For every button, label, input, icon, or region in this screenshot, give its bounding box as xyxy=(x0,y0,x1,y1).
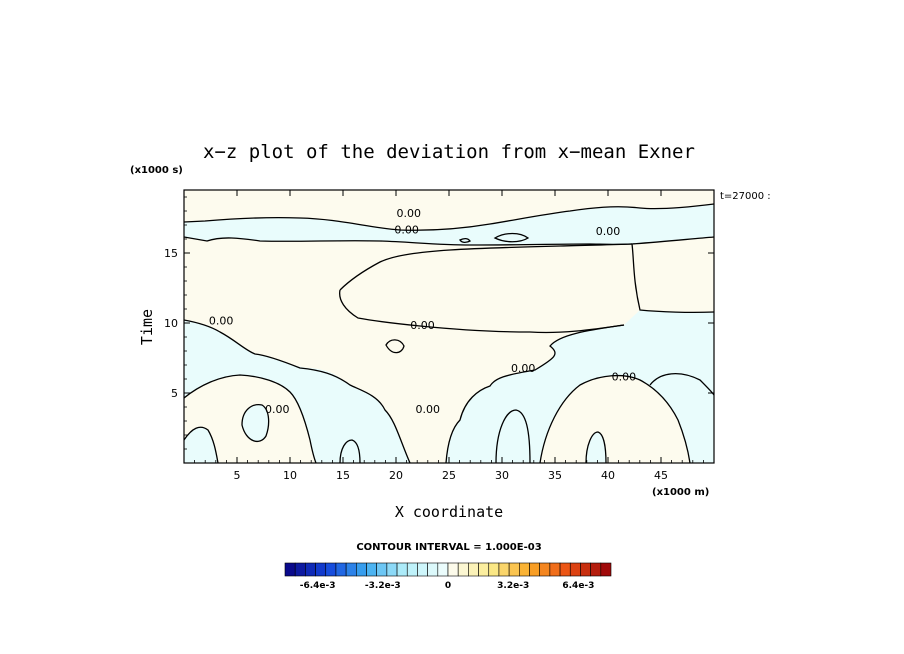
contour-line-pocket-lowleft xyxy=(184,426,219,463)
time-label: t=27000 : xyxy=(720,191,771,202)
y-axis-ticks: 5 10 15 xyxy=(164,196,714,450)
contour-label: 0.00 xyxy=(511,362,536,375)
colorbar-cell xyxy=(569,562,581,577)
colorbar-cell xyxy=(366,562,377,577)
colorbar-cell xyxy=(508,562,520,577)
colorbar-cell xyxy=(335,562,347,577)
contour-label: 0.00 xyxy=(265,403,290,416)
contour-line-pocket-mid xyxy=(495,409,531,463)
colorbar-tick-label: 6.4e-3 xyxy=(562,581,594,591)
x-tick-label: 35 xyxy=(548,469,562,482)
contour-line-right-edge xyxy=(649,373,714,396)
y-axis-label: Time xyxy=(138,309,156,345)
colorbar-cell xyxy=(305,562,316,577)
contour-line-center-lower xyxy=(445,324,625,463)
contour-label-group: 0.00 0.00 0.00 0.00 0.00 0.00 0.00 0.00 0.00 xyxy=(209,207,637,416)
colorbar-cell xyxy=(488,562,500,577)
colorbar-cell xyxy=(447,562,459,577)
colorbar-tick-label: 3.2e-3 xyxy=(497,581,529,591)
contour-label: 0.00 xyxy=(416,403,441,416)
colorbar-cell xyxy=(325,562,337,577)
contour-label: 0.00 xyxy=(209,315,234,328)
colorbar-cell xyxy=(498,562,510,577)
contour-label: 0.00 xyxy=(612,371,637,384)
colorbar-cell xyxy=(468,562,479,577)
colorbar-cell xyxy=(345,562,357,577)
x-axis-label: X coordinate xyxy=(395,503,503,521)
colorbar-cell xyxy=(549,562,561,577)
colorbar-cell xyxy=(519,562,530,577)
colorbar-cell xyxy=(529,562,540,577)
x-tick-label: 10 xyxy=(283,469,297,482)
colorbar-tick-label: -3.2e-3 xyxy=(365,581,401,591)
colorbar-cell xyxy=(417,562,428,577)
zero-contour-lines xyxy=(184,203,714,463)
contour-line-small-blob-3 xyxy=(459,237,471,244)
negative-pocket-right xyxy=(586,432,606,463)
x-tick-label: 20 xyxy=(389,469,403,482)
contour-line-pocket-lowmid xyxy=(339,439,361,463)
negative-pocket-lowmid xyxy=(340,440,360,463)
y-tick-label: 15 xyxy=(164,247,178,260)
contour-line-small-blob-2 xyxy=(493,232,530,243)
colorbar-tick-label: 0 xyxy=(445,581,451,591)
contour-label: 0.00 xyxy=(410,319,435,332)
y-axis-units: (x1000 s) xyxy=(130,165,183,176)
colorbar-cell xyxy=(600,562,612,577)
contour-line-center xyxy=(339,289,625,334)
contour-line-top xyxy=(184,203,714,231)
colorbar-cell xyxy=(386,562,398,577)
contour-label: 0.00 xyxy=(596,225,621,238)
colorbar-cell xyxy=(437,562,449,577)
x-tick-label: 30 xyxy=(495,469,509,482)
x-tick-label: 25 xyxy=(442,469,456,482)
colorbar-cell xyxy=(478,562,490,577)
positive-region-center xyxy=(184,237,640,463)
colorbar-cell xyxy=(356,562,367,577)
negative-pocket-mid xyxy=(496,410,530,463)
x-tick-label: 15 xyxy=(336,469,350,482)
x-tick-label: 45 xyxy=(654,469,668,482)
positive-region-right-lobe xyxy=(540,375,690,463)
colorbar-cell xyxy=(427,562,439,577)
colorbar-cell xyxy=(376,562,388,577)
colorbar-cell xyxy=(559,562,571,577)
contour-line-left-lobe xyxy=(184,374,317,463)
contour-line-pocket-right xyxy=(585,431,607,463)
negative-pocket-left xyxy=(242,404,269,442)
y-tick-label: 5 xyxy=(171,387,178,400)
colorbar-cell xyxy=(396,562,408,577)
contour-line-right-lobe xyxy=(539,374,691,463)
colorbar: -6.4e-3 -3.2e-3 0 3.2e-3 6.4e-3 xyxy=(284,562,612,591)
x-axis-units: (x1000 m) xyxy=(652,487,709,498)
contour-line-pocket-left xyxy=(241,404,270,443)
x-tick-label: 40 xyxy=(601,469,615,482)
contour-line-right-top xyxy=(631,236,714,314)
contour-line-small-blob-1 xyxy=(385,339,405,354)
contour-interval-label: CONTOUR INTERVAL = 1.000E-03 xyxy=(356,542,541,553)
contour-line-upper xyxy=(184,236,633,246)
colorbar-cell xyxy=(284,562,296,577)
contour-line-middle xyxy=(184,319,411,463)
contour-label: 0.00 xyxy=(396,207,421,220)
colorbar-cell xyxy=(315,562,327,577)
x-tick-label: 5 xyxy=(234,469,241,482)
chart-title: x−z plot of the deviation from x−mean Ex… xyxy=(203,141,695,163)
colorbar-cell xyxy=(457,562,469,577)
contour-line-center-upper xyxy=(339,243,633,291)
colorbar-cell xyxy=(590,562,602,577)
positive-region-top xyxy=(184,190,714,231)
colorbar-cell xyxy=(294,562,306,577)
colorbar-cell xyxy=(406,562,418,577)
colorbar-cell xyxy=(539,562,551,577)
negative-pocket-lowleft xyxy=(184,427,218,463)
contour-fill-group xyxy=(184,190,714,463)
colorbar-tick-label: -6.4e-3 xyxy=(300,581,336,591)
contour-label: 0.00 xyxy=(394,224,419,237)
positive-region-right xyxy=(632,237,714,313)
y-tick-label: 10 xyxy=(164,317,178,330)
x-axis-ticks: 5 10 15 20 25 30 35 40 45 xyxy=(194,190,704,482)
colorbar-cell xyxy=(580,562,591,577)
